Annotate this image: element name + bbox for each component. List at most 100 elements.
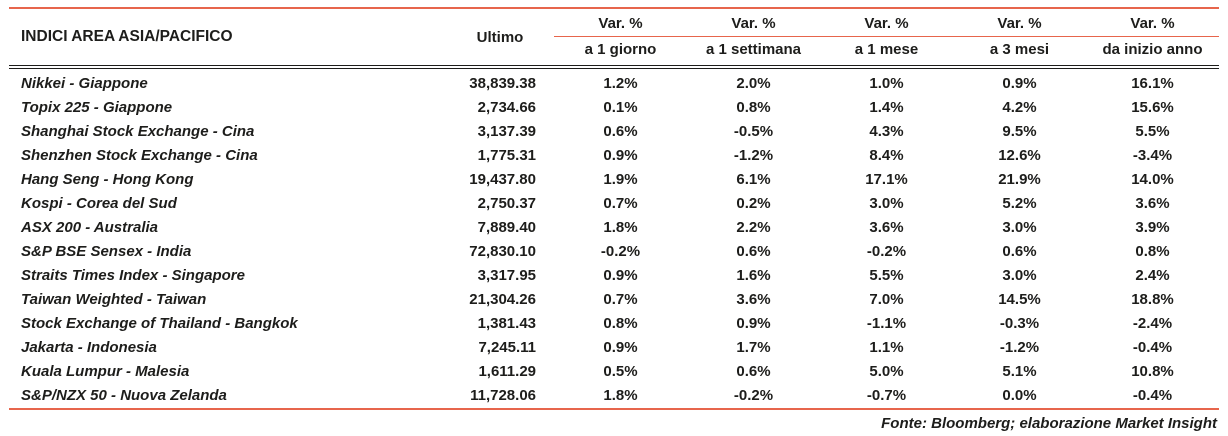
- var-value-1-giorno: 0.9%: [603, 267, 638, 284]
- var-value-1-settimana: 6.1%: [736, 171, 771, 188]
- table-row: S&P/NZX 50 - Nuova Zelanda 11,728.06 1.8% -…: [9, 384, 1219, 409]
- var-value-1-settimana: 2.2%: [736, 219, 771, 236]
- header-last-column: Ultimo: [446, 8, 554, 69]
- var-value-da-inizio-anno: 0.8%: [1135, 243, 1170, 260]
- table-row: Nikkei - Giappone 38,839.38 1.2% 2.0% 1.0% 0.…: [9, 67, 1219, 96]
- index-name: Shanghai Stock Exchange - Cina: [21, 123, 255, 140]
- var-period-label: a 1 giorno: [584, 41, 657, 58]
- var-value-3-mesi: -1.2%: [999, 339, 1040, 356]
- var-value-1-mese: 5.0%: [869, 363, 904, 380]
- table-header: INDICI AREA ASIA/PACIFICO Ultimo Var. % …: [9, 8, 1219, 69]
- var-value-1-giorno: 1.2%: [603, 75, 638, 92]
- table-row: Jakarta - Indonesia 7,245.11 0.9% 1.7% 1.1% -…: [9, 336, 1219, 360]
- var-value-1-mese: 1.1%: [869, 339, 904, 356]
- var-value-1-mese: 3.0%: [869, 195, 904, 212]
- var-percent-label: Var. %: [820, 9, 953, 37]
- table-row: Kospi - Corea del Sud 2,750.37 0.7% 0.2% 3.0…: [9, 192, 1219, 216]
- var-value-1-mese: 3.6%: [869, 219, 904, 236]
- var-value-1-giorno: 0.7%: [603, 195, 638, 212]
- var-value-3-mesi: -0.3%: [999, 315, 1040, 332]
- var-value-1-settimana: -0.5%: [733, 123, 774, 140]
- last-value: 1,775.31: [477, 147, 536, 164]
- table-row: Kuala Lumpur - Malesia 1,611.29 0.5% 0.6% 5.…: [9, 360, 1219, 384]
- var-value-3-mesi: 5.1%: [1002, 363, 1037, 380]
- var-percent-label: Var. %: [687, 9, 820, 37]
- var-value-3-mesi: 0.9%: [1002, 75, 1037, 92]
- index-name: Stock Exchange of Thailand - Bangkok: [21, 315, 298, 332]
- last-value: 19,437.80: [469, 171, 536, 188]
- var-value-1-settimana: 0.6%: [736, 243, 771, 260]
- var-value-da-inizio-anno: 3.6%: [1135, 195, 1170, 212]
- table-row: Taiwan Weighted - Taiwan 21,304.26 0.7% 3.6…: [9, 288, 1219, 312]
- last-value: 11,728.06: [470, 387, 536, 404]
- var-value-da-inizio-anno: 10.8%: [1131, 363, 1174, 380]
- last-value: 3,317.95: [477, 267, 536, 284]
- var-value-1-mese: 4.3%: [869, 123, 904, 140]
- var-value-1-giorno: 0.8%: [603, 315, 638, 332]
- index-name: Kospi - Corea del Sud: [21, 195, 177, 212]
- var-value-1-giorno: 1.8%: [603, 219, 638, 236]
- var-value-3-mesi: 0.0%: [1002, 387, 1037, 404]
- var-value-3-mesi: 4.2%: [1002, 99, 1037, 116]
- header-index-column: INDICI AREA ASIA/PACIFICO: [9, 8, 446, 69]
- header-var-da-inizio-anno: Var. % da inizio anno: [1086, 8, 1219, 69]
- index-name: Taiwan Weighted - Taiwan: [21, 291, 207, 308]
- index-name: Nikkei - Giappone: [21, 75, 148, 92]
- var-period-label: a 3 mesi: [989, 41, 1050, 58]
- var-value-1-giorno: 0.1%: [603, 99, 638, 116]
- last-value: 3,137.39: [477, 123, 536, 140]
- index-name: Straits Times Index - Singapore: [21, 267, 245, 284]
- table-row: S&P BSE Sensex - India 72,830.10 -0.2% 0.6%…: [9, 240, 1219, 264]
- var-value-da-inizio-anno: 5.5%: [1135, 123, 1170, 140]
- var-value-1-giorno: 0.5%: [603, 363, 638, 380]
- var-value-da-inizio-anno: -0.4%: [1132, 339, 1173, 356]
- var-value-1-giorno: 0.9%: [603, 339, 638, 356]
- index-name: S&P/NZX 50 - Nuova Zelanda: [21, 387, 227, 404]
- last-value: 1,381.43: [477, 315, 536, 332]
- var-value-1-settimana: 0.9%: [736, 315, 771, 332]
- last-value: 2,750.37: [477, 195, 536, 212]
- table-row: ASX 200 - Australia 7,889.40 1.8% 2.2% 3.6% 3…: [9, 216, 1219, 240]
- var-value-1-settimana: 1.6%: [736, 267, 771, 284]
- var-value-3-mesi: 21.9%: [998, 171, 1041, 188]
- var-value-1-settimana: 3.6%: [736, 291, 771, 308]
- var-value-1-mese: 1.4%: [869, 99, 904, 116]
- last-value: 7,889.40: [477, 219, 536, 236]
- var-value-3-mesi: 12.6%: [998, 147, 1041, 164]
- last-value: 21,304.26: [469, 291, 536, 308]
- var-value-1-settimana: 0.6%: [736, 363, 771, 380]
- var-value-1-settimana: 0.2%: [736, 195, 771, 212]
- header-var-1-giorno: Var. % a 1 giorno: [554, 8, 687, 69]
- table-row: Straits Times Index - Singapore 3,317.95 0…: [9, 264, 1219, 288]
- table-row: Stock Exchange of Thailand - Bangkok 1,38…: [9, 312, 1219, 336]
- var-value-1-giorno: 0.6%: [603, 123, 638, 140]
- var-value-1-mese: 17.1%: [865, 171, 908, 188]
- var-value-3-mesi: 3.0%: [1002, 219, 1037, 236]
- var-value-3-mesi: 0.6%: [1002, 243, 1037, 260]
- var-value-3-mesi: 3.0%: [1002, 267, 1037, 284]
- header-row: INDICI AREA ASIA/PACIFICO Ultimo Var. % …: [9, 8, 1219, 69]
- table-body: Nikkei - Giappone 38,839.38 1.2% 2.0% 1.0% 0.…: [9, 67, 1219, 409]
- var-period-label: a 1 settimana: [705, 41, 802, 58]
- index-name: S&P BSE Sensex - India: [21, 243, 192, 260]
- var-value-da-inizio-anno: 3.9%: [1135, 219, 1170, 236]
- var-value-1-mese: 1.0%: [869, 75, 904, 92]
- var-percent-label: Var. %: [953, 9, 1086, 37]
- last-value: 38,839.38: [469, 75, 536, 92]
- index-name: Jakarta - Indonesia: [21, 339, 157, 356]
- var-value-1-giorno: -0.2%: [600, 243, 641, 260]
- indices-table: INDICI AREA ASIA/PACIFICO Ultimo Var. % …: [9, 7, 1219, 410]
- header-var-3-mesi: Var. % a 3 mesi: [953, 8, 1086, 69]
- var-period-label: a 1 mese: [854, 41, 919, 58]
- index-name: ASX 200 - Australia: [21, 219, 158, 236]
- index-name: Hang Seng - Hong Kong: [21, 171, 194, 188]
- var-value-1-mese: 5.5%: [869, 267, 904, 284]
- var-value-1-giorno: 1.8%: [603, 387, 638, 404]
- var-value-da-inizio-anno: 18.8%: [1131, 291, 1174, 308]
- last-value: 72,830.10: [469, 243, 536, 260]
- var-value-da-inizio-anno: -0.4%: [1132, 387, 1173, 404]
- table-row: Hang Seng - Hong Kong 19,437.80 1.9% 6.1% 17…: [9, 168, 1219, 192]
- var-value-1-settimana: 2.0%: [736, 75, 771, 92]
- var-value-1-settimana: -1.2%: [733, 147, 774, 164]
